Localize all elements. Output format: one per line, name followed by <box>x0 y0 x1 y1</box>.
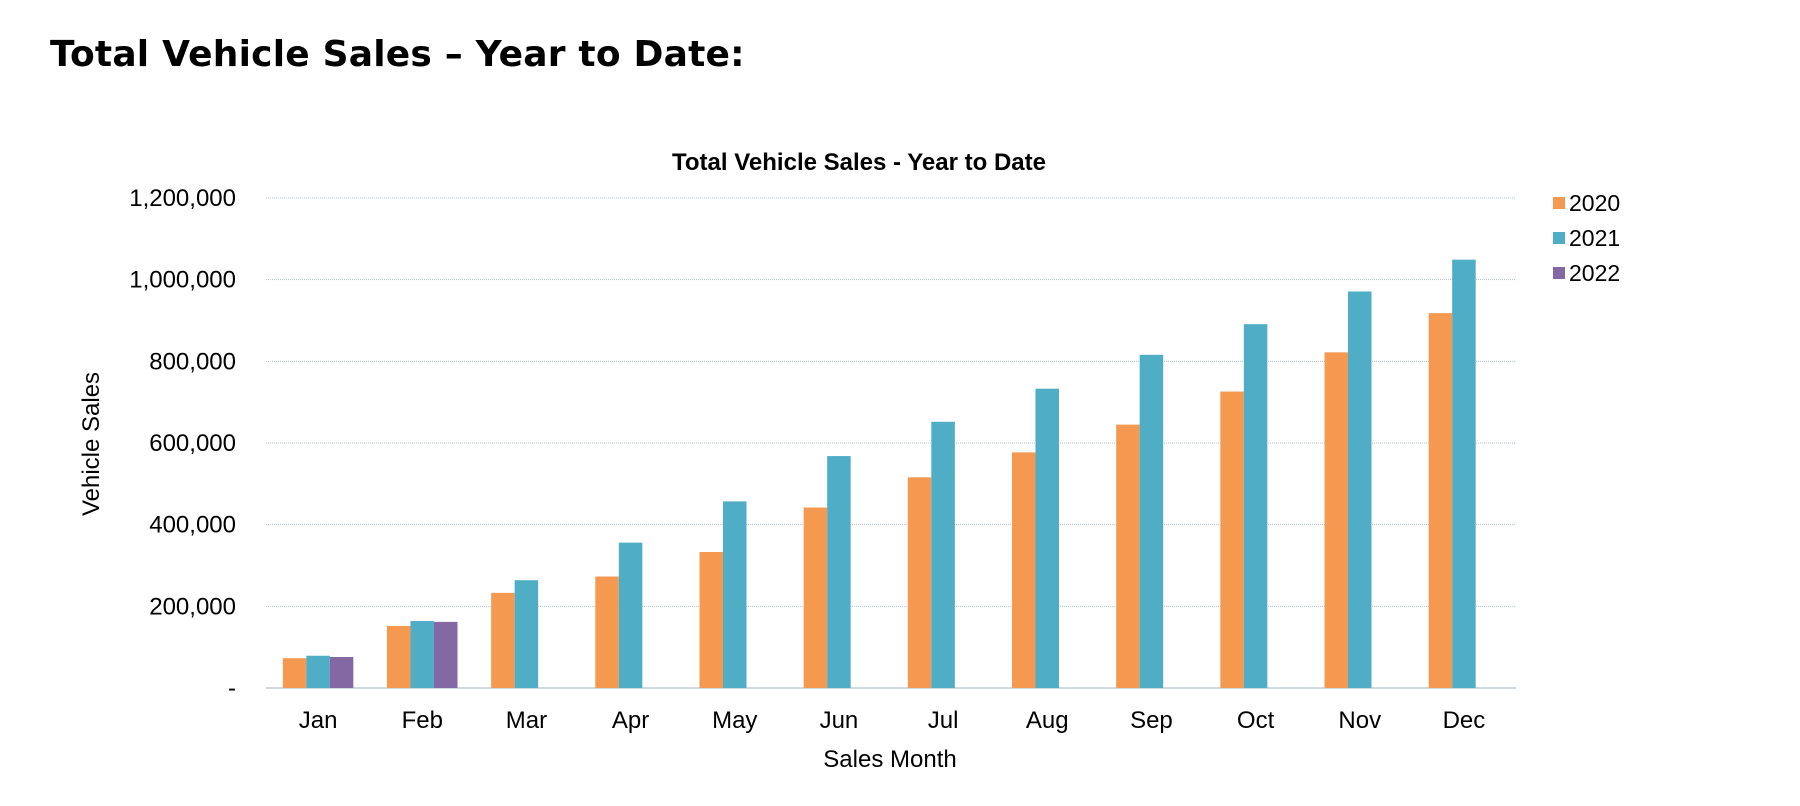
page-heading: Total Vehicle Sales – Year to Date: <box>50 34 745 75</box>
bar-2022-feb <box>434 621 458 688</box>
legend-swatch-2022 <box>1553 267 1565 279</box>
grid <box>266 197 1516 689</box>
bar-2021-sep <box>1139 354 1164 688</box>
x-tick-label: Jun <box>820 707 859 734</box>
x-tick-label: Jan <box>299 707 338 734</box>
bar-2020-sep <box>1116 424 1140 688</box>
bar-2020-jul <box>907 477 932 688</box>
y-tick-label: 400,000 <box>149 512 236 539</box>
bar-2020-apr <box>595 576 619 688</box>
x-tick-label: Apr <box>612 707 649 734</box>
bars <box>282 259 1476 688</box>
x-tick-label: May <box>712 707 757 734</box>
bar-2021-jan <box>306 655 330 688</box>
bar-2021-oct <box>1243 324 1268 688</box>
bar-2020-oct <box>1220 391 1244 688</box>
legend-swatch-2020 <box>1553 197 1565 209</box>
y-tick-label: 600,000 <box>149 430 236 457</box>
y-axis: - 200,000 400,000 600,000 800,000 1,000,000 1,… <box>129 185 236 702</box>
bar-2021-nov <box>1348 291 1372 688</box>
y-tick-label: 1,000,000 <box>129 267 236 294</box>
bar-2021-jun <box>827 456 851 688</box>
bar-2020-jun <box>803 507 828 688</box>
y-axis-title: Vehicle Sales <box>78 372 105 516</box>
y-tick-label: 1,200,000 <box>129 185 236 212</box>
x-tick-label: Jul <box>928 707 959 734</box>
legend-label-2021: 2021 <box>1569 225 1620 251</box>
y-tick-label: 200,000 <box>149 593 236 620</box>
bar-2020-may <box>699 552 723 688</box>
bar-2020-aug <box>1012 452 1036 688</box>
bar-2021-aug <box>1035 388 1059 688</box>
x-tick-label: Mar <box>506 707 547 734</box>
bar-2020-mar <box>491 592 515 688</box>
x-tick-label: Sep <box>1130 707 1173 734</box>
x-tick-label: Dec <box>1443 707 1486 734</box>
chart-title: Total Vehicle Sales - Year to Date <box>672 149 1046 176</box>
x-tick-label: Oct <box>1237 707 1275 734</box>
x-axis-title: Sales Month <box>823 746 956 773</box>
bar-2020-feb <box>387 625 411 688</box>
legend: 2020 2021 2022 <box>1553 190 1620 286</box>
bar-2020-nov <box>1324 352 1348 688</box>
bar-2021-mar <box>514 580 539 688</box>
legend-label-2020: 2020 <box>1569 190 1620 216</box>
x-tick-label: Aug <box>1026 707 1069 734</box>
bar-2021-may <box>723 501 747 688</box>
bar-2021-jul <box>931 421 955 688</box>
legend-swatch-2021 <box>1553 232 1565 244</box>
bar-2021-apr <box>618 542 643 688</box>
x-tick-label: Nov <box>1338 707 1381 734</box>
legend-label-2022: 2022 <box>1569 260 1620 286</box>
bar-2020-dec <box>1428 313 1453 688</box>
y-tick-label: - <box>228 675 236 702</box>
bar-2021-dec <box>1452 259 1476 688</box>
bar-2020-jan <box>282 658 307 688</box>
bar-2022-jan <box>329 656 354 688</box>
bar-2021-feb <box>410 621 434 688</box>
x-axis: Jan Feb Mar Apr May Jun Jul Aug Sep Oct Nov Dec <box>299 707 1486 734</box>
y-tick-label: 800,000 <box>149 348 236 375</box>
x-tick-label: Feb <box>402 707 443 734</box>
